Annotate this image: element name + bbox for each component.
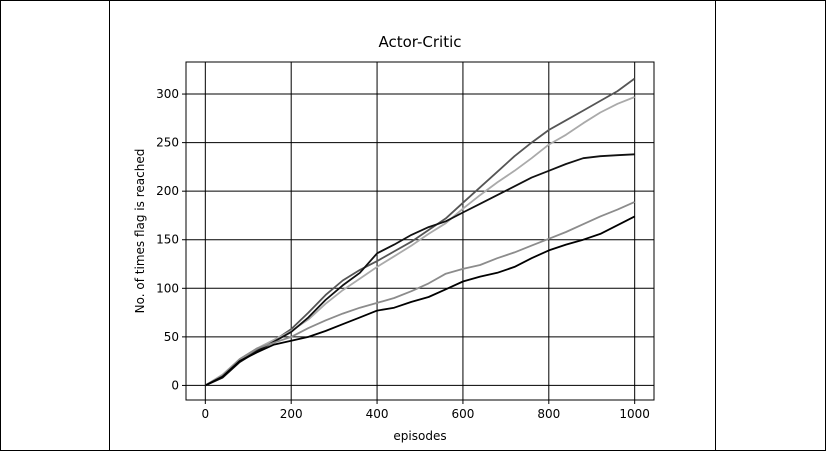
series-line-run-5 <box>204 215 636 387</box>
x-tick-label: 400 <box>366 407 389 421</box>
y-tick-label: 150 <box>156 233 179 247</box>
series-line-run-2 <box>204 96 636 387</box>
series-layer <box>204 77 636 387</box>
y-tick-label: 300 <box>156 87 179 101</box>
chart-title: Actor-Critic <box>378 33 461 51</box>
y-tick-label: 0 <box>171 378 179 392</box>
x-tick-label: 1000 <box>619 407 650 421</box>
grid-layer <box>186 62 654 400</box>
y-tick-label: 200 <box>156 184 179 198</box>
series-line-run-4 <box>204 201 636 387</box>
plot-frame <box>185 61 655 401</box>
y-tick-label: 250 <box>156 136 179 150</box>
x-tick-label: 200 <box>280 407 303 421</box>
y-tick-label: 50 <box>164 330 179 344</box>
y-tick-label: 100 <box>156 281 179 295</box>
x-axis: 0 200 400 600 800 1000 <box>202 400 650 421</box>
x-tick-label: 600 <box>451 407 474 421</box>
series-line-run-3 <box>204 153 635 387</box>
y-axis-label: No. of times flag is reached <box>133 149 147 314</box>
x-tick-label: 800 <box>537 407 560 421</box>
y-axis: 0 50 100 150 200 250 300 <box>156 87 186 392</box>
x-tick-label: 0 <box>202 407 210 421</box>
x-axis-label: episodes <box>393 429 446 443</box>
